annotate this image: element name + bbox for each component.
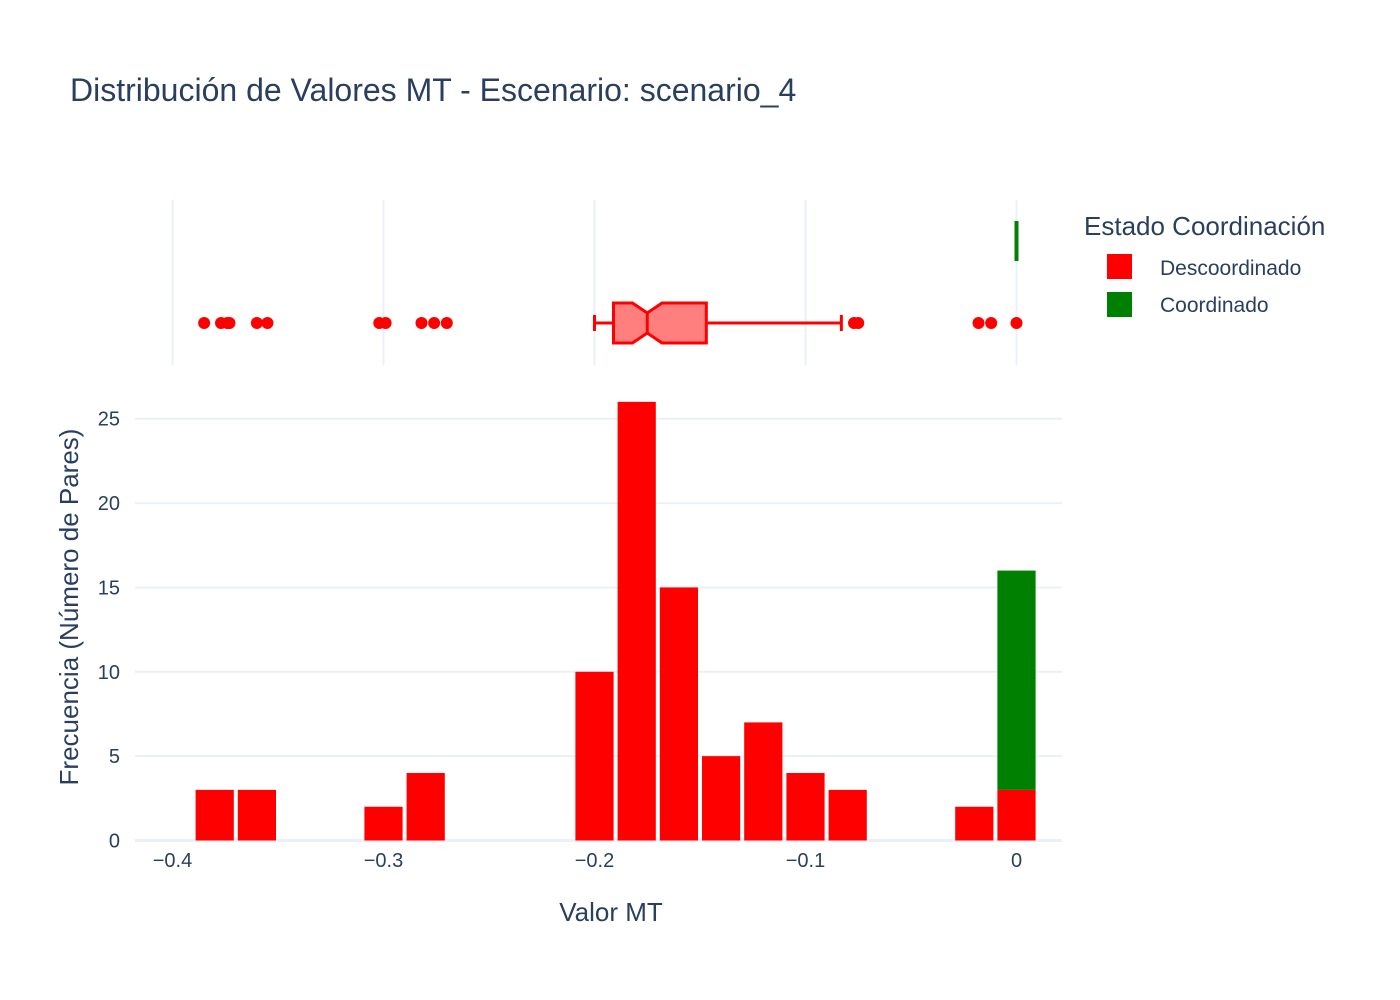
- x-tick-label: −0.2: [575, 850, 614, 872]
- legend-item-coordinado[interactable]: Coordinado: [1107, 292, 1269, 317]
- legend: Estado Coordinación Descoordinado Coordi…: [1084, 211, 1325, 317]
- histogram-bar-descoordinado: [237, 789, 276, 841]
- histogram-bar-descoordinado: [828, 789, 867, 841]
- box-outlier-point: [440, 317, 453, 329]
- y-tick-label: 5: [109, 746, 120, 768]
- box-outlier-point: [198, 317, 211, 329]
- box-outlier-point: [223, 317, 236, 329]
- histogram-bar-descoordinado: [659, 587, 698, 841]
- y-tick-label: 10: [98, 662, 120, 684]
- x-axis-title: Valor MT: [559, 897, 663, 927]
- legend-item-descoordinado[interactable]: Descoordinado: [1107, 254, 1301, 280]
- histogram-bar-descoordinado: [364, 806, 403, 841]
- y-tick-label: 20: [98, 493, 120, 515]
- box-outlier-point: [428, 317, 441, 329]
- histogram-bar-descoordinado: [575, 671, 614, 841]
- histogram-bar-coordinado: [997, 570, 1036, 790]
- histogram-bar-descoordinado: [955, 806, 994, 841]
- box-plot: [198, 221, 1023, 345]
- legend-title: Estado Coordinación: [1084, 211, 1325, 241]
- box-outlier-point: [852, 317, 865, 329]
- x-axis-ticks: −0.4 −0.3 −0.2 −0.1 0: [153, 850, 1022, 872]
- x-tick-label: −0.1: [786, 850, 825, 872]
- box-outlier-point: [379, 317, 392, 329]
- box-outlier-point: [261, 317, 274, 329]
- histogram-bar-descoordinado: [406, 773, 445, 841]
- box-descoordinado: [611, 301, 708, 345]
- chart-title: Distribución de Valores MT - Escenario: …: [70, 72, 796, 108]
- histogram-bar-descoordinado: [997, 789, 1036, 841]
- histogram-bar-descoordinado: [786, 773, 825, 841]
- histogram-bar-descoordinado: [195, 789, 234, 841]
- box-outlier-point: [1010, 317, 1023, 329]
- legend-swatch-descoordinado: [1107, 254, 1132, 279]
- histogram-bar-descoordinado: [702, 756, 741, 841]
- y-axis-title: Frecuencia (Número de Pares): [54, 429, 84, 786]
- histogram-bars: [195, 401, 1036, 841]
- legend-label-coordinado: Coordinado: [1160, 294, 1269, 317]
- legend-swatch-coordinado: [1107, 292, 1132, 317]
- y-tick-label: 25: [98, 409, 120, 431]
- legend-label-descoordinado: Descoordinado: [1160, 257, 1301, 280]
- x-tick-label: 0: [1011, 850, 1022, 872]
- box-outlier-point: [415, 317, 428, 329]
- box-outlier-point: [985, 317, 998, 329]
- y-axis-ticks: 0 5 10 15 20 25: [98, 409, 120, 853]
- box-outlier-point: [250, 317, 263, 329]
- histogram-bar-descoordinado: [744, 722, 783, 841]
- histogram-bar-descoordinado: [617, 401, 656, 841]
- x-tick-label: −0.4: [153, 850, 192, 872]
- y-tick-label: 15: [98, 577, 120, 599]
- y-tick-label: 0: [109, 831, 120, 853]
- x-tick-label: −0.3: [364, 850, 403, 872]
- box-outlier-point: [972, 317, 985, 329]
